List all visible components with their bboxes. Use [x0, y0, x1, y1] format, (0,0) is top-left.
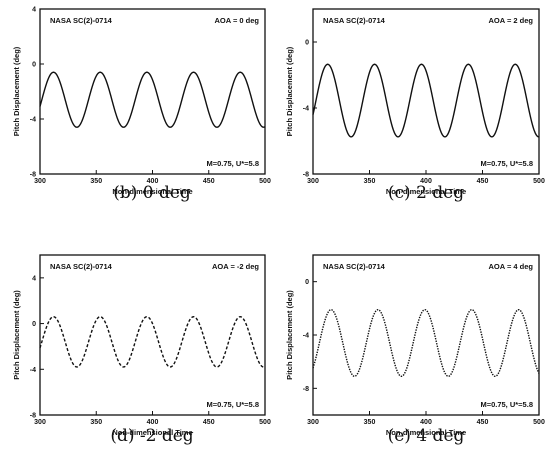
x-tick-label: 350 [364, 178, 376, 185]
y-tick-label: 4 [32, 7, 36, 14]
x-tick-label: 350 [90, 419, 102, 426]
x-tick-label: 500 [259, 419, 271, 426]
airfoil-label: NASA SC(2)-0714 [50, 16, 113, 25]
x-axis-label: Non-dimensional Time [386, 187, 466, 196]
x-axis-label: Non-dimensional Time [112, 187, 192, 196]
x-tick-label: 400 [147, 178, 159, 185]
y-tick-label: -4 [30, 117, 36, 124]
series-line [39, 316, 266, 368]
y-tick-label: -8 [303, 386, 309, 393]
y-tick-label: -4 [30, 367, 36, 374]
y-tick-label: 0 [32, 321, 36, 328]
condition-label: M=0.75, U*=5.8 [206, 159, 259, 168]
y-tick-label: -8 [303, 172, 309, 179]
condition-label: M=0.75, U*=5.8 [480, 400, 533, 409]
x-tick-label: 350 [364, 419, 376, 426]
panel-caption: (b) 0 deg [113, 183, 191, 203]
series-line [39, 71, 266, 128]
y-tick-label: -8 [30, 172, 36, 179]
panel-caption: (e) 4 deg [388, 426, 465, 446]
y-axis-label: Pitch Displacement (deg) [285, 290, 294, 380]
x-tick-label: 400 [420, 419, 432, 426]
x-axis-label: Non-dimensional Time [112, 428, 192, 437]
x-tick-label: 450 [477, 178, 489, 185]
aoa-label: AOA = -2 deg [212, 262, 259, 271]
x-tick-label: 500 [533, 419, 545, 426]
y-tick-label: 4 [32, 275, 36, 282]
y-tick-label: -8 [30, 413, 36, 420]
series-line [312, 308, 540, 378]
airfoil-label: NASA SC(2)-0714 [323, 16, 386, 25]
aoa-label: AOA = 0 deg [214, 16, 259, 25]
panel-caption: (c) 2 deg [388, 183, 464, 203]
chart-panel-4: 300 350 400 450 500 0 -4 -8 Non-dimensional Time… [285, 254, 545, 446]
chart-panel-3: 300 350 400 450 500 4 0 -4 -8 Non-dimensional Tim… [12, 254, 271, 446]
y-tick-label: -4 [303, 333, 309, 340]
y-tick-label: 0 [305, 279, 309, 286]
y-tick-label: -4 [303, 106, 309, 113]
aoa-label: AOA = 4 deg [488, 262, 533, 271]
condition-label: M=0.75, U*=5.8 [480, 159, 533, 168]
x-axis-label: Non-dimensional Time [386, 428, 466, 437]
chart-panel-1: 300 350 400 450 500 4 0 -4 -8 Non-dimensional Tim… [12, 7, 271, 204]
y-axis-label: Pitch Displacement (deg) [12, 290, 21, 380]
series-line [312, 63, 539, 138]
x-tick-label: 450 [203, 419, 215, 426]
panel-caption: (d) -2 deg [110, 426, 193, 446]
plot-frame [312, 254, 540, 416]
x-tick-label: 300 [307, 419, 319, 426]
x-tick-label: 350 [90, 178, 102, 185]
aoa-label: AOA = 2 deg [488, 16, 533, 25]
x-tick-label: 450 [477, 419, 489, 426]
x-tick-label: 400 [420, 178, 432, 185]
airfoil-label: NASA SC(2)-0714 [323, 262, 386, 271]
airfoil-label: NASA SC(2)-0714 [50, 262, 113, 271]
x-tick-label: 300 [34, 178, 46, 185]
x-tick-label: 500 [533, 178, 545, 185]
x-tick-label: 400 [147, 419, 159, 426]
y-axis-label: Pitch Displacement (deg) [285, 46, 294, 136]
y-axis-label: Pitch Displacement (deg) [12, 46, 21, 136]
y-tick-label: 0 [32, 62, 36, 69]
x-tick-label: 450 [203, 178, 215, 185]
y-tick-label: 0 [305, 40, 309, 47]
x-tick-label: 300 [34, 419, 46, 426]
x-tick-label: 500 [259, 178, 271, 185]
chart-panel-2: 300 350 400 450 500 0 -4 -8 Non-dimensional Time… [285, 8, 545, 203]
x-tick-label: 300 [307, 178, 319, 185]
condition-label: M=0.75, U*=5.8 [206, 400, 259, 409]
